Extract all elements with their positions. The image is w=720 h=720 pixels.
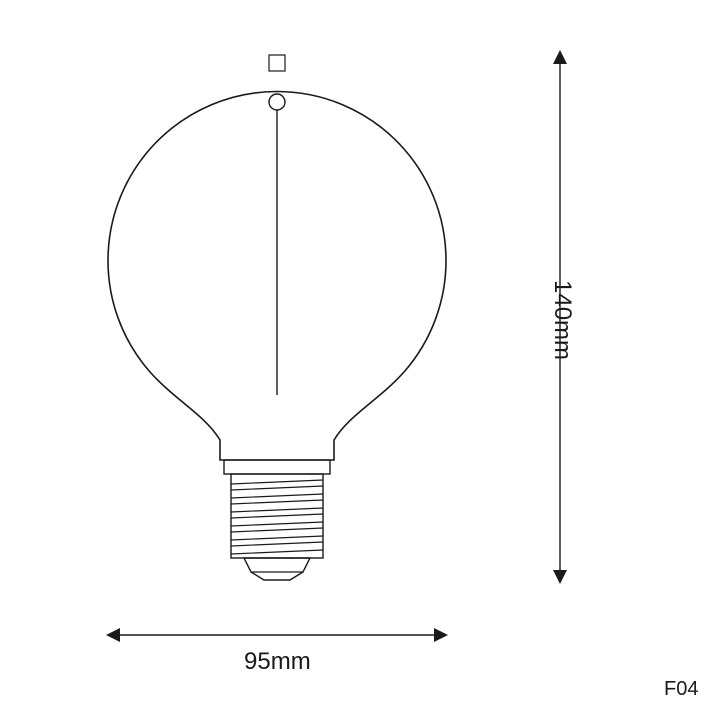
dimension-height-label: 140mm (548, 280, 576, 360)
filament (269, 94, 285, 395)
dimension-width-label: 95mm (244, 648, 311, 676)
product-code: F04 (664, 678, 698, 701)
technical-drawing: 140mm 95mm F04 (0, 0, 720, 720)
screw-thread (231, 474, 323, 558)
tip-contact (244, 558, 310, 580)
bulb-top-notch (269, 55, 285, 71)
collar (224, 460, 330, 474)
bulb-diagram-svg (0, 0, 720, 720)
